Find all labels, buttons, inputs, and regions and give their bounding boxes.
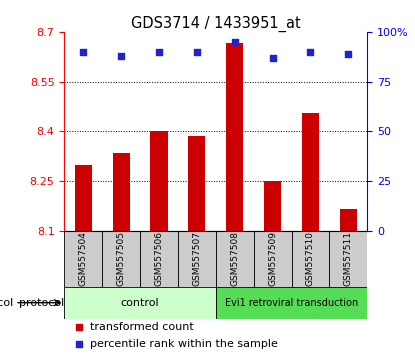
Bar (64, 287, 216, 319)
Bar (112, 153, 129, 231)
Bar (151, 131, 168, 231)
Point (118, 53, 124, 58)
Point (345, 51, 352, 57)
Title: GDS3714 / 1433951_at: GDS3714 / 1433951_at (131, 16, 301, 32)
Point (193, 49, 200, 55)
Text: transformed count: transformed count (90, 321, 194, 332)
Text: GSM557510: GSM557510 (306, 232, 315, 286)
Text: GSM557505: GSM557505 (117, 232, 126, 286)
Text: GSM557508: GSM557508 (230, 232, 239, 286)
Text: GSM557506: GSM557506 (154, 232, 164, 286)
Text: GSM557511: GSM557511 (344, 232, 353, 286)
Bar (75, 165, 92, 231)
Bar (340, 210, 357, 231)
Bar (291, 231, 330, 287)
Bar (330, 231, 367, 287)
Bar (140, 231, 178, 287)
Bar (226, 44, 243, 231)
Bar (216, 287, 367, 319)
Text: GSM557509: GSM557509 (268, 232, 277, 286)
Bar (64, 231, 102, 287)
Text: percentile rank within the sample: percentile rank within the sample (90, 339, 278, 349)
Bar (264, 181, 281, 231)
Text: control: control (121, 298, 159, 308)
Point (269, 55, 276, 61)
Bar (254, 231, 291, 287)
Point (232, 39, 238, 45)
Text: GSM557507: GSM557507 (193, 232, 201, 286)
Point (76, 324, 83, 329)
Text: protocol: protocol (19, 298, 64, 308)
Bar (178, 231, 216, 287)
Text: GSM557504: GSM557504 (79, 232, 88, 286)
Text: protocol: protocol (0, 298, 13, 308)
Bar (102, 231, 140, 287)
Point (76, 341, 83, 347)
Bar (302, 113, 319, 231)
Bar (188, 136, 205, 231)
Point (80, 49, 87, 55)
Point (156, 49, 162, 55)
Point (307, 49, 314, 55)
Bar (216, 231, 254, 287)
Text: Evi1 retroviral transduction: Evi1 retroviral transduction (225, 298, 358, 308)
